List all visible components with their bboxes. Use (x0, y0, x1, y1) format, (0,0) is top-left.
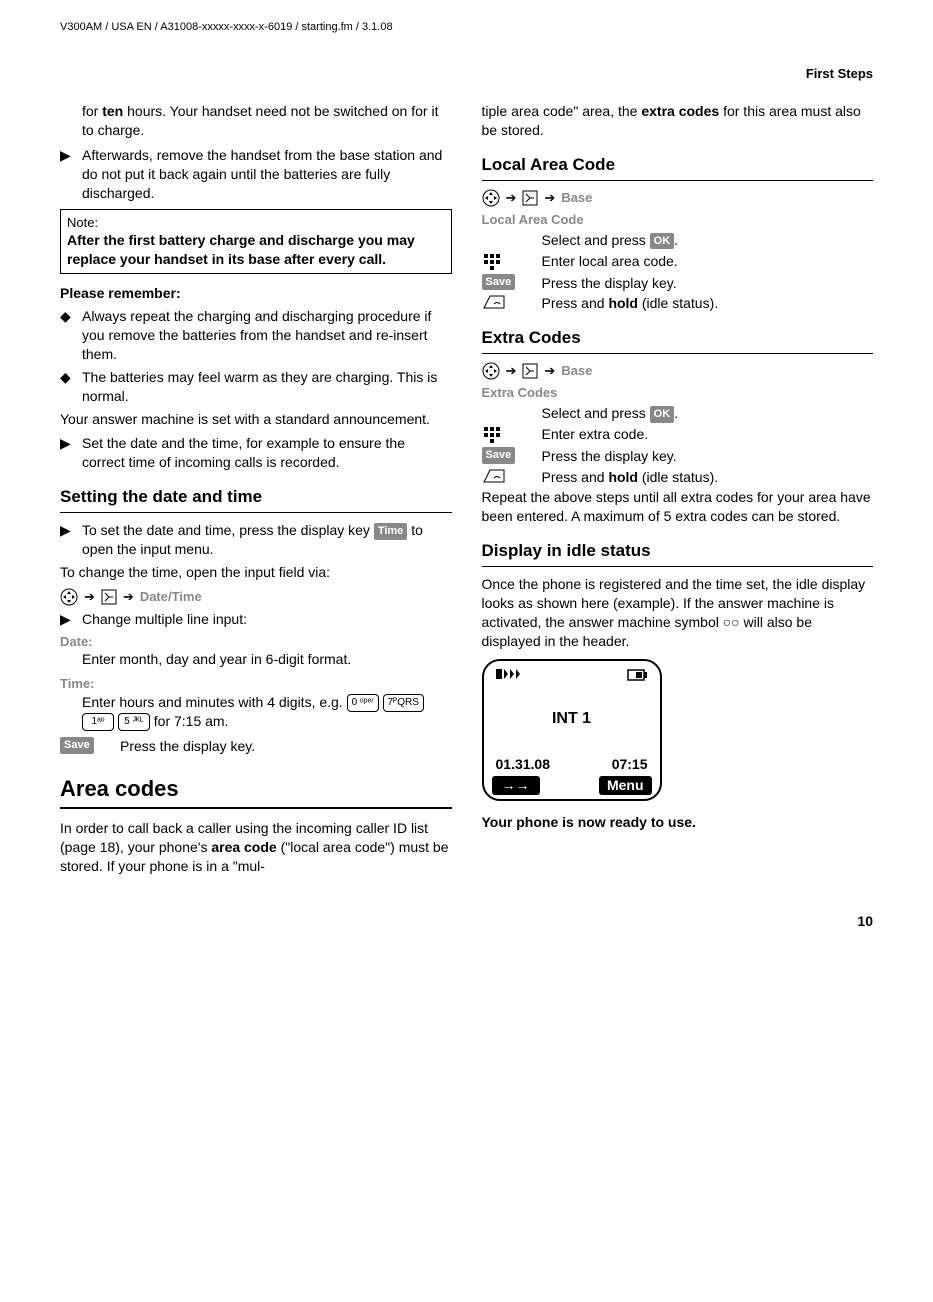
settings-icon (522, 190, 538, 206)
settings-icon (101, 589, 117, 605)
display-softkey-left: →→ (492, 776, 540, 795)
arrow-bullet-icon: ▶ (60, 610, 82, 629)
arrow-icon: ➔ (506, 189, 517, 207)
arrow-bullet-icon: ▶ (60, 146, 82, 203)
display-date: 01.31.08 (496, 755, 551, 774)
left-column: for ten hours. Your handset need not be … (60, 102, 452, 882)
para-repeat: Repeat the above steps until all extra c… (482, 488, 874, 526)
battery-icon (626, 667, 648, 686)
bullet-set-date: ▶ Set the date and the time, for example… (60, 434, 452, 472)
arrow-icon: ➔ (544, 362, 555, 380)
save-key: Save (482, 447, 516, 464)
page-number: 10 (60, 912, 873, 931)
hangup-icon (482, 294, 542, 313)
settings-icon (522, 363, 538, 379)
heading-area-codes: Area codes (60, 774, 452, 810)
para-idle: Once the phone is registered and the tim… (482, 575, 874, 651)
heading-date-time: Setting the date and time (60, 486, 452, 513)
nav-label: Date/Time (140, 588, 202, 606)
para-change-time: To change the time, open the input field… (60, 563, 452, 582)
running-header: First Steps (60, 65, 873, 83)
bullet-repeat-charge: ◆ Always repeat the charging and dischar… (60, 307, 452, 364)
arrow-icon: ➔ (123, 588, 134, 606)
save-row: Save Press the display key. (60, 737, 452, 756)
step-save-2: Save Press the display key. (482, 447, 874, 466)
step-enter-local: Enter local area code. (482, 252, 874, 272)
extra-codes-label: Extra Codes (482, 384, 874, 402)
ready-text: Your phone is now ready to use. (482, 813, 874, 832)
nav-base-2: ➔ ➔ Base (482, 362, 874, 380)
date-text: Enter month, day and year in 6-digit for… (60, 650, 452, 669)
arrow-icon: ➔ (506, 362, 517, 380)
nav-label: Base (561, 189, 592, 207)
step-enter-extra: Enter extra code. (482, 425, 874, 445)
ok-key: OK (650, 406, 675, 423)
save-key: Save (60, 737, 94, 754)
arrow-bullet-icon: ▶ (60, 434, 82, 472)
signal-icon (496, 667, 526, 686)
dpad-icon (482, 362, 500, 380)
display-time: 07:15 (612, 755, 648, 774)
doc-path: V300AM / USA EN / A31008-xxxxx-xxxx-x-60… (60, 20, 873, 35)
time-key: Time (374, 523, 407, 540)
para-extra-codes: tiple area code" area, the extra codes f… (482, 102, 874, 140)
dpad-icon (482, 189, 500, 207)
step-hold: Press and hold (idle status). (482, 294, 874, 313)
time-text: Enter hours and minutes with 4 digits, e… (60, 693, 452, 731)
note-title: Note: (67, 214, 445, 232)
step-save: Save Press the display key. (482, 274, 874, 293)
keypad-icon (482, 425, 542, 445)
phone-display: INT 1 01.31.08 07:15 →→ Menu (482, 659, 662, 801)
heading-local-area: Local Area Code (482, 154, 874, 181)
arrow-bullet-icon: ▶ (60, 521, 82, 559)
arrow-icon: ➔ (84, 588, 95, 606)
arrow-icon: ➔ (544, 189, 555, 207)
phone-key-7: 7ᴾQRS (383, 694, 424, 712)
step-select-ok: Select and press OK. (482, 231, 874, 250)
display-softkey-right: Menu (599, 776, 652, 795)
step-select-ok-2: Select and press OK. (482, 404, 874, 423)
nav-base-1: ➔ ➔ Base (482, 189, 874, 207)
para-charge: for ten hours. Your handset need not be … (60, 102, 452, 140)
save-key: Save (482, 274, 516, 291)
dpad-icon (60, 588, 78, 606)
note-box: Note: After the first battery charge and… (60, 209, 452, 274)
phone-key-1: 1ᵃᵒ (82, 713, 114, 731)
bullet-multiline: ▶ Change multiple line input: (60, 610, 452, 629)
note-body: After the first battery charge and disch… (67, 231, 445, 269)
para-announcement: Your answer machine is set with a standa… (60, 410, 452, 429)
heading-idle: Display in idle status (482, 540, 874, 567)
phone-key-0: 0 ᵒᵖᵉʳ (347, 694, 379, 712)
nav-label: Base (561, 362, 592, 380)
please-remember-heading: Please remember: (60, 284, 452, 303)
local-area-label: Local Area Code (482, 211, 874, 229)
bullet-warm: ◆ The batteries may feel warm as they ar… (60, 368, 452, 406)
bullet-afterwards: ▶ Afterwards, remove the handset from th… (60, 146, 452, 203)
ok-key: OK (650, 233, 675, 250)
hangup-icon (482, 468, 542, 487)
diamond-bullet-icon: ◆ (60, 368, 82, 406)
phone-key-5: 5 ᴶᴷᴸ (118, 713, 150, 731)
time-label: Time: (60, 675, 452, 693)
nav-date-time: ➔ ➔ Date/Time (60, 588, 452, 606)
heading-extra-codes: Extra Codes (482, 327, 874, 354)
step-hold-2: Press and hold (idle status). (482, 468, 874, 487)
bullet-press-time: ▶ To set the date and time, press the di… (60, 521, 452, 559)
date-label: Date: (60, 633, 452, 651)
para-area: In order to call back a caller using the… (60, 819, 452, 876)
keypad-icon (482, 252, 542, 272)
right-column: tiple area code" area, the extra codes f… (482, 102, 874, 882)
diamond-bullet-icon: ◆ (60, 307, 82, 364)
display-int: INT 1 (492, 708, 652, 730)
